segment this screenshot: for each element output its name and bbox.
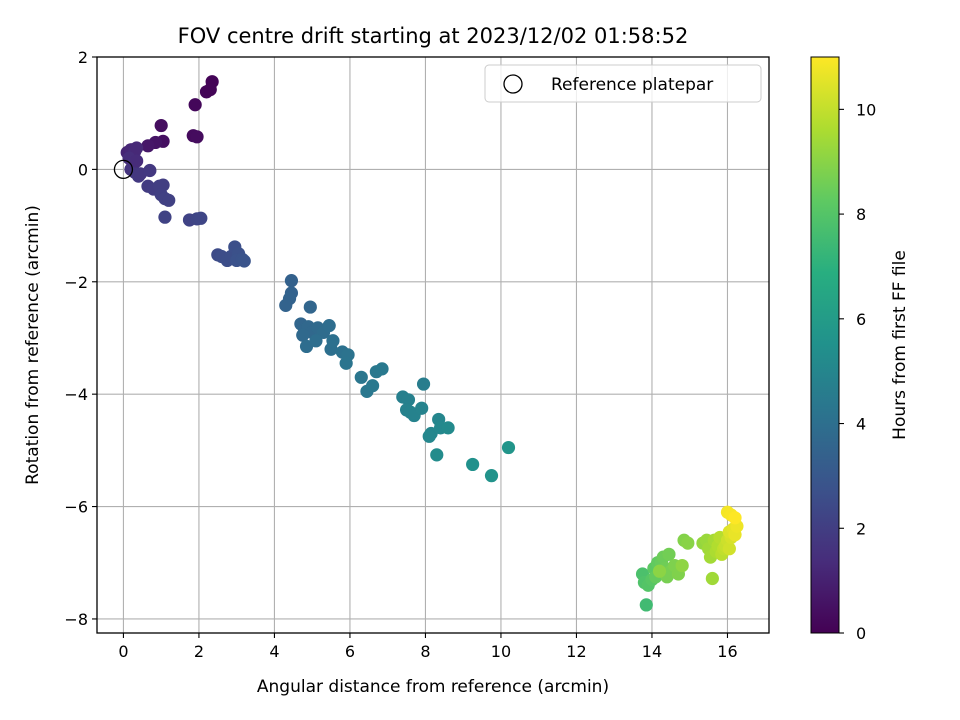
scatter-point (284, 274, 299, 288)
x-axis-label: Angular distance from reference (arcmin) (257, 677, 609, 697)
y-tick-label: 0 (78, 160, 88, 179)
scatter-point (154, 118, 168, 133)
scatter-point (309, 334, 323, 348)
colorbar-tick-label: 6 (856, 310, 866, 329)
scatter-point (484, 469, 499, 483)
scatter-point (728, 511, 742, 525)
scatter-point (422, 429, 436, 443)
scatter-point (639, 598, 653, 612)
scatter-point (190, 130, 204, 144)
scatter-point (401, 393, 416, 407)
legend-marker (503, 74, 523, 94)
colorbar-tick-label: 8 (856, 205, 866, 224)
x-tick-label: 4 (269, 642, 279, 661)
y-axis-label: Rotation from reference (arcmin) (23, 205, 43, 485)
scatter-point (143, 163, 157, 178)
scatter-point (675, 558, 689, 573)
scatter-point (194, 211, 208, 225)
scatter-point (130, 154, 144, 168)
scatter-point (722, 542, 736, 556)
scatter-point (203, 82, 217, 97)
scatter-point (237, 254, 251, 268)
reference-platepar-marker (113, 159, 134, 180)
colorbar-ticks: 0 2 4 6 8 10 (839, 100, 876, 643)
scatter-point (441, 421, 455, 435)
scatter-point (158, 210, 172, 224)
y-tick-label: −8 (64, 610, 88, 629)
scatter-point (354, 370, 368, 384)
colorbar-gradient (810, 56, 840, 634)
x-tick-label: 2 (194, 642, 204, 661)
x-tick-label: 0 (118, 642, 128, 661)
scatter-point (416, 377, 431, 391)
colorbar-tick-label: 4 (856, 415, 866, 434)
y-tick-label: −6 (64, 498, 88, 517)
y-axis-ticks: 2 0 −2 −4 −6 −8 (64, 48, 97, 629)
scatter-points (120, 75, 744, 612)
colorbar: 0 2 4 6 8 10 Hours from first FF file (810, 56, 910, 643)
x-tick-label: 6 (345, 642, 355, 661)
legend-box (484, 64, 762, 103)
scatter-point (705, 571, 719, 586)
scatter-point (279, 298, 293, 312)
colorbar-tick-label: 2 (856, 519, 866, 538)
y-tick-label: 2 (78, 48, 88, 67)
scatter-point (365, 379, 380, 393)
x-tick-label: 10 (491, 642, 511, 661)
scatter-point (141, 139, 155, 153)
x-tick-label: 12 (566, 642, 586, 661)
scatter-point (466, 457, 480, 472)
scatter-point (652, 564, 667, 578)
y-tick-label: −4 (64, 385, 88, 404)
scatter-point (326, 334, 340, 348)
scatter-point (296, 328, 310, 342)
scatter-point (501, 440, 516, 455)
legend: Reference platepar (484, 64, 762, 103)
axes-frame (96, 56, 770, 634)
scatter-point (162, 193, 176, 207)
x-tick-label: 8 (420, 642, 430, 661)
colorbar-label: Hours from first FF file (890, 250, 910, 440)
scatter-point (662, 547, 676, 561)
scatter-point (415, 401, 429, 415)
scatter-point (188, 98, 202, 112)
chart-title: FOV centre drift starting at 2023/12/02 … (178, 24, 689, 48)
y-tick-label: −2 (64, 273, 88, 292)
scatter-point (339, 356, 353, 370)
x-tick-label: 16 (717, 642, 737, 661)
scatter-point (130, 141, 144, 155)
scatter-point (322, 319, 336, 333)
x-tick-label: 14 (642, 642, 662, 661)
x-axis-ticks: 0 2 4 6 8 10 12 14 16 (118, 633, 738, 661)
scatter-point (681, 536, 695, 550)
plot-area: 0 2 4 6 8 10 12 14 16 2 0 −2 −4 −6 −8 (64, 48, 770, 661)
legend-entry-reference-platepar: Reference platepar (551, 75, 713, 95)
scatter-point (303, 300, 317, 314)
scatter-point (430, 448, 444, 462)
scatter-point (375, 362, 389, 376)
colorbar-tick-label: 0 (856, 624, 866, 643)
colorbar-tick-label: 10 (856, 100, 876, 119)
